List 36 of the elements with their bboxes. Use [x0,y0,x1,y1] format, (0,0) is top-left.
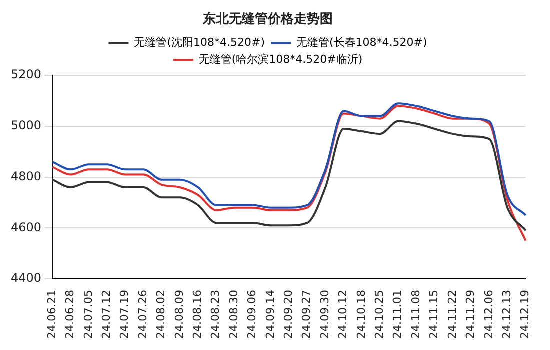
y-tick-label: 4600 [10,220,42,234]
x-tick-label: 24.11.15 [428,290,441,339]
legend-label: 无缝管(哈尔滨108*4.520#临沂) [198,52,363,66]
x-tick-label: 24.07.05 [82,290,95,339]
x-tick-label: 24.11.08 [409,290,422,339]
x-tick-label: 24.09.06 [246,290,259,339]
x-tick-label: 24.12.13 [500,290,514,339]
x-tick-label: 24.09.30 [318,290,332,339]
x-tick-label: 24.08.09 [172,290,186,339]
y-tick-label: 4800 [10,169,42,184]
x-tick-label: 24.08.16 [191,290,204,339]
x-tick-label: 24.11.22 [446,290,459,339]
x-tick-label: 24.09.14 [264,290,277,339]
x-tick-label: 24.08.02 [154,290,168,339]
chart-title: 东北无缝管价格走势图 [202,11,333,28]
y-tick-label: 5000 [10,118,42,133]
x-tick-label: 24.06.28 [64,290,77,339]
x-tick-label: 24.12.06 [482,290,496,339]
x-tick-label: 24.09.20 [282,290,296,339]
x-tick-label: 24.07.26 [136,290,150,339]
x-tick-label: 24.08.30 [227,290,240,339]
x-tick-label: 24.09.27 [300,290,314,339]
x-tick-label: 24.11.01 [391,290,404,339]
x-tick-label: 24.07.12 [100,290,114,339]
legend-label: 无缝管(长春108*4.520#) [296,36,428,49]
x-tick-label: 24.08.23 [209,290,222,339]
y-tick-label: 4400 [10,271,42,286]
y-tick-label: 5200 [10,68,42,82]
x-tick-label: 24.10.18 [354,290,368,339]
legend-label: 无缝管(沈阳108*4.520#) [134,36,266,49]
x-tick-label: 24.07.19 [118,290,132,339]
x-tick-label: 24.10.12 [336,290,350,339]
x-tick-label: 24.11.29 [464,290,478,339]
x-tick-label: 24.06.21 [45,290,58,339]
x-tick-label: 24.12.19 [518,290,532,339]
x-tick-label: 24.10.25 [373,290,386,339]
